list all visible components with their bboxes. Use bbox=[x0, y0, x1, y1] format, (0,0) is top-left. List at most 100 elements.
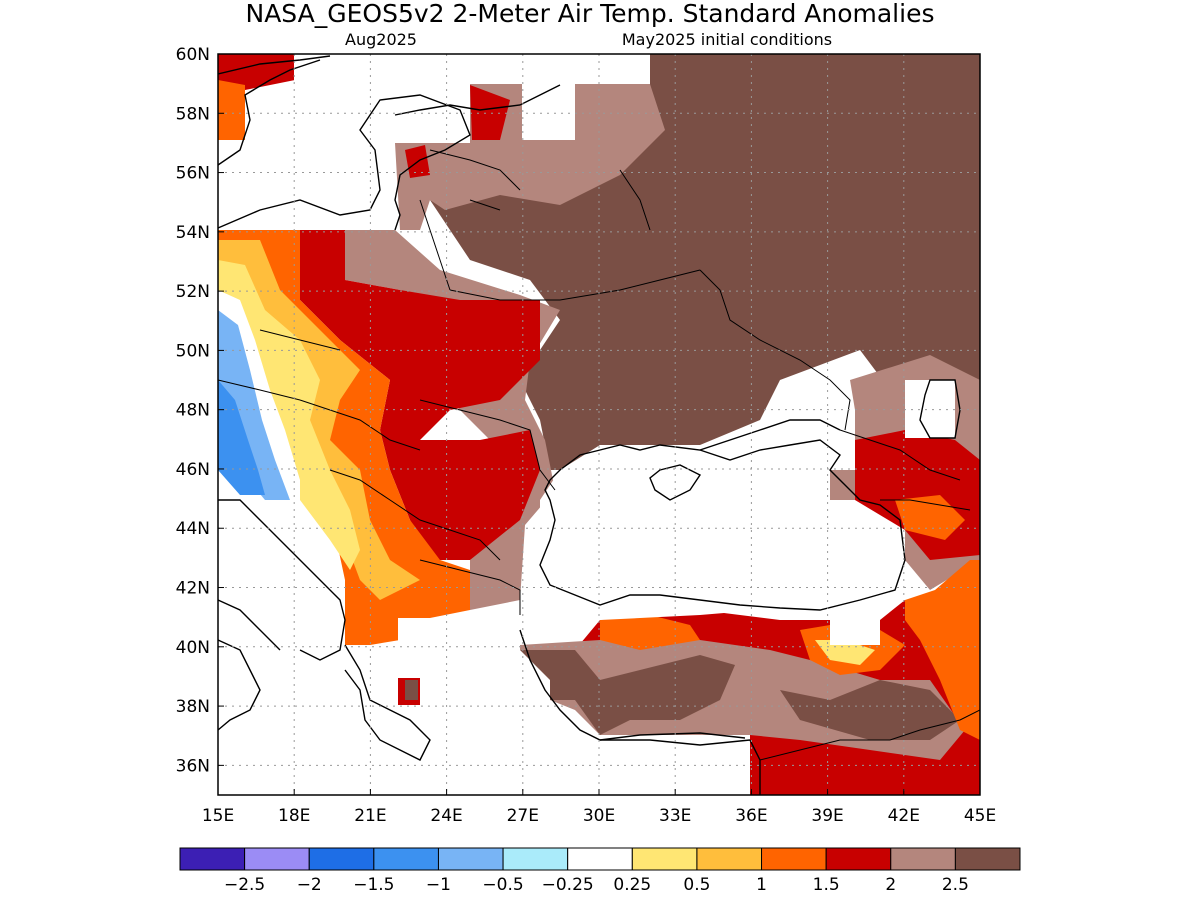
lat-tick-label: 42N bbox=[176, 579, 210, 599]
coastline-crimea bbox=[649, 464, 702, 501]
border-turkey-east bbox=[889, 709, 980, 741]
latitude-axis: 60N 58N 56N 54N 52N 50N 48N 46N 44N 42N 40N 38N 36N bbox=[176, 45, 224, 776]
coastline-caspian bbox=[919, 379, 961, 439]
colorbar-swatch bbox=[373, 847, 439, 871]
longitude-axis: 15E 18E 21E 24E 27E 30E 33E 36E 39E 42E 45E bbox=[202, 789, 996, 826]
anomaly-region-orange-nw bbox=[218, 80, 245, 140]
lon-tick-label: 33E bbox=[659, 806, 691, 826]
lon-tick-label: 15E bbox=[202, 806, 234, 826]
colorbar-swatch bbox=[502, 847, 569, 871]
coastline-adriatic bbox=[218, 499, 346, 661]
lon-tick-label: 18E bbox=[278, 806, 310, 826]
lat-tick-label: 50N bbox=[176, 341, 210, 361]
black-sea-mask bbox=[540, 440, 905, 620]
border-russia-east bbox=[619, 169, 961, 481]
anomaly-region-red-w bbox=[300, 230, 540, 560]
coastline-italy bbox=[218, 639, 261, 731]
lat-tick-label: 54N bbox=[176, 223, 210, 243]
coastline-gulf-finland bbox=[394, 84, 561, 116]
anomaly-region-deep-brown-ne bbox=[430, 54, 980, 470]
mask-box-s bbox=[830, 618, 880, 645]
colorbar-label: −2.5 bbox=[224, 875, 265, 895]
coastline-east-med bbox=[599, 732, 746, 741]
anomaly-region-deep-brown-se bbox=[780, 680, 960, 740]
colorbar-label: 2.5 bbox=[942, 875, 969, 895]
colorbar-label: −2 bbox=[297, 875, 322, 895]
mask-box-top bbox=[522, 54, 650, 84]
lat-tick-label: 44N bbox=[176, 519, 210, 539]
lon-tick-label: 39E bbox=[811, 806, 843, 826]
colorbar-label: 0.25 bbox=[613, 875, 651, 895]
mask-box-w bbox=[294, 54, 395, 150]
border-hungary bbox=[299, 399, 421, 451]
border-romania bbox=[419, 399, 556, 491]
colorbar-label: 1.5 bbox=[813, 875, 840, 895]
coastline-baltic bbox=[218, 94, 471, 231]
lon-tick-label: 27E bbox=[507, 806, 539, 826]
anomaly-region-red-center bbox=[600, 615, 700, 650]
colorbar-swatch bbox=[954, 847, 1021, 871]
mask-box-ne bbox=[522, 84, 575, 140]
lat-tick-label: 56N bbox=[176, 164, 210, 184]
border-baltics bbox=[429, 149, 521, 211]
lat-tick-label: 46N bbox=[176, 460, 210, 480]
colorbar-label: −1 bbox=[426, 875, 451, 895]
lat-tick-label: 36N bbox=[176, 756, 210, 776]
border-turkey-syria bbox=[759, 739, 890, 761]
border-belarus-ukraine bbox=[449, 269, 701, 301]
colorbar-label: 1 bbox=[756, 875, 767, 895]
lon-tick-label: 42E bbox=[888, 806, 920, 826]
gridlines-layer bbox=[218, 54, 980, 795]
coastline-scandinavia bbox=[218, 55, 331, 166]
coastline-aegean-east bbox=[519, 629, 751, 746]
colorbar-swatch bbox=[825, 847, 892, 871]
anomaly-region-red-n bbox=[470, 85, 510, 140]
anomaly-region-light-brown-n bbox=[395, 84, 665, 230]
coastline-azov bbox=[699, 419, 841, 451]
lat-tick-label: 58N bbox=[176, 104, 210, 124]
colorbar-swatch bbox=[308, 847, 375, 871]
colorbar-swatch bbox=[890, 847, 956, 871]
lat-tick-label: 48N bbox=[176, 401, 210, 421]
coastline-greece bbox=[344, 644, 431, 761]
figure-title: NASA_GEOS5v2 2-Meter Air Temp. Standard … bbox=[246, 0, 935, 28]
baltic-mask bbox=[218, 150, 395, 230]
lon-tick-label: 36E bbox=[735, 806, 767, 826]
anomaly-fill-layer bbox=[218, 54, 980, 795]
colorbar-label: 2 bbox=[885, 875, 896, 895]
colorbar-label: −0.5 bbox=[482, 875, 523, 895]
colorbar-label: −1.5 bbox=[353, 875, 394, 895]
colorbar-swatch bbox=[244, 847, 310, 871]
lat-tick-label: 52N bbox=[176, 282, 210, 302]
valid-month-label: Aug2025 bbox=[345, 30, 417, 49]
colorbar-label: 0.5 bbox=[683, 875, 710, 895]
lat-tick-label: 40N bbox=[176, 638, 210, 658]
border-poland-belarus bbox=[419, 199, 451, 291]
border-balkans bbox=[329, 469, 501, 561]
mediterranean-mask bbox=[218, 530, 398, 795]
anomaly-region-brown-island bbox=[405, 680, 418, 700]
colorbar-label: −0.25 bbox=[542, 875, 594, 895]
colorbar-swatch bbox=[696, 847, 763, 871]
lat-tick-label: 38N bbox=[176, 697, 210, 717]
init-conditions-label: May2025 initial conditions bbox=[622, 30, 832, 49]
caspian-region-mask bbox=[905, 380, 955, 438]
lat-tick-label: 60N bbox=[176, 45, 210, 65]
colorbar-swatch bbox=[179, 847, 246, 871]
colorbar-swatch bbox=[567, 847, 633, 871]
lon-tick-label: 21E bbox=[354, 806, 386, 826]
coastline-layer bbox=[218, 55, 961, 795]
anomaly-region-yellow-s-hot bbox=[815, 640, 875, 665]
border-central bbox=[218, 329, 341, 401]
lon-tick-label: 30E bbox=[583, 806, 615, 826]
colorbar-swatch bbox=[437, 847, 504, 871]
colorbar: −2.5 −2 −1.5 −1 −0.5 −0.25 0.25 0.5 1 1.5 2 2.5 bbox=[179, 847, 1021, 895]
colorbar-swatch bbox=[631, 847, 698, 871]
anomaly-region-deep-brown-s bbox=[520, 650, 735, 735]
map-plot-area bbox=[218, 54, 980, 795]
lon-tick-label: 24E bbox=[430, 806, 462, 826]
anomaly-region-blue-w bbox=[218, 380, 265, 495]
border-caucasus bbox=[880, 499, 971, 511]
colorbar-swatch bbox=[761, 847, 827, 871]
